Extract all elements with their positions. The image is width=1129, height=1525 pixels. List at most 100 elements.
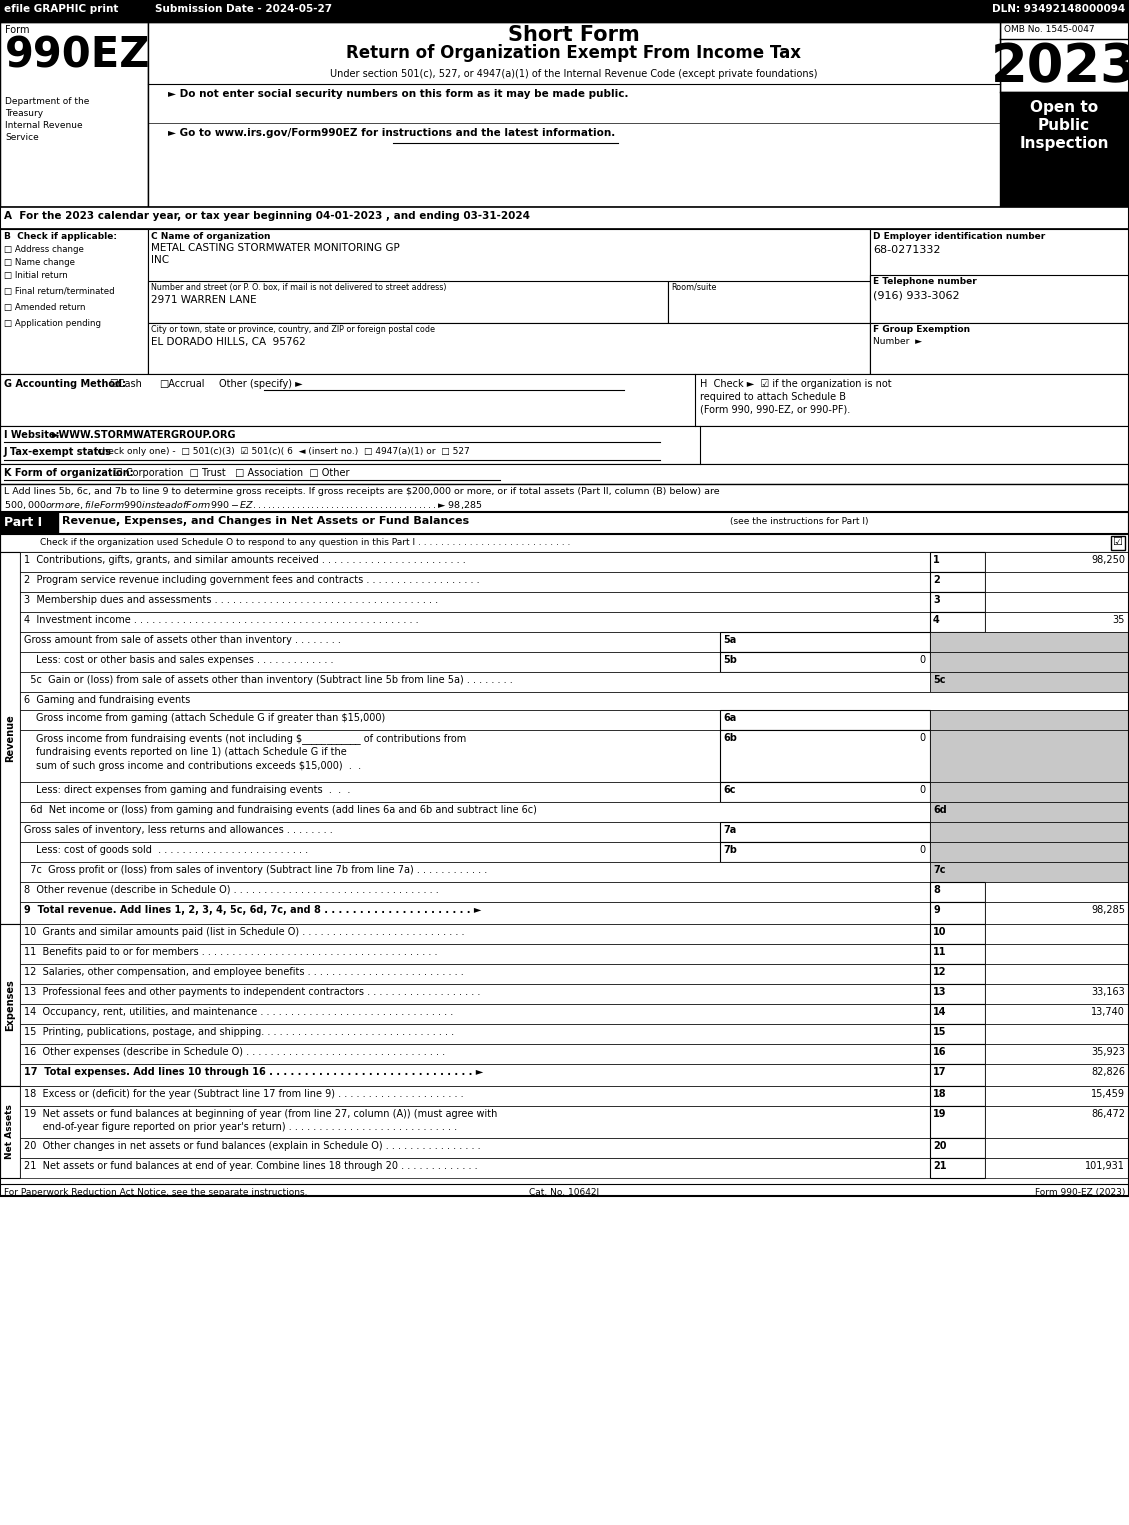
Text: 13  Professional fees and other payments to independent contractors . . . . . . : 13 Professional fees and other payments … [24,987,480,997]
Text: 6b: 6b [723,734,737,743]
Bar [930,964,984,984]
Bar [0,425,1129,464]
Text: 9: 9 [933,904,939,915]
Text: 6c: 6c [723,785,735,795]
Text: 19: 19 [933,1109,946,1119]
Bar [930,924,984,944]
Text: 16  Other expenses (describe in Schedule O) . . . . . . . . . . . . . . . . . . : 16 Other expenses (describe in Schedule … [24,1048,445,1057]
Text: 16: 16 [933,1048,946,1057]
Bar [984,572,1129,592]
Text: 35: 35 [1112,615,1124,625]
Text: Less: cost of goods sold  . . . . . . . . . . . . . . . . . . . . . . . . .: Less: cost of goods sold . . . . . . . .… [36,845,308,856]
Text: 11: 11 [933,947,946,958]
Bar [984,612,1129,631]
Bar [1111,535,1124,551]
Bar [20,592,930,612]
Bar [20,822,720,842]
Text: □ Address change: □ Address change [5,246,84,255]
Bar [930,881,984,901]
Text: 0: 0 [920,785,926,795]
Bar [720,711,930,730]
Text: Form: Form [5,24,29,35]
Bar [720,842,930,862]
Text: 5a: 5a [723,634,736,645]
Text: 33,163: 33,163 [1092,987,1124,997]
Bar [930,1023,984,1045]
Text: 86,472: 86,472 [1091,1109,1124,1119]
Bar [0,464,1129,483]
Text: METAL CASTING STORMWATER MONITORING GP: METAL CASTING STORMWATER MONITORING GP [151,242,400,253]
Text: J Tax-exempt status: J Tax-exempt status [5,447,112,458]
Text: 7b: 7b [723,845,737,856]
Bar [930,711,1129,730]
Text: Cat. No. 10642I: Cat. No. 10642I [530,1188,599,1197]
Bar [930,1106,984,1138]
Bar [930,653,1129,673]
Bar [870,229,1129,374]
Text: 21  Net assets or fund balances at end of year. Combine lines 18 through 20 . . : 21 Net assets or fund balances at end of… [24,1161,478,1171]
Text: Less: direct expenses from gaming and fundraising events  .  .  .: Less: direct expenses from gaming and fu… [36,785,350,795]
Text: D Employer identification number: D Employer identification number [873,232,1045,241]
Bar [930,1045,984,1064]
Bar [720,631,930,653]
Text: □ Initial return: □ Initial return [5,271,68,281]
Text: 13,740: 13,740 [1091,1006,1124,1017]
Text: Net Assets: Net Assets [6,1104,15,1159]
Bar [930,572,984,592]
Text: For Paperwork Reduction Act Notice, see the separate instructions.: For Paperwork Reduction Act Notice, see … [5,1188,307,1197]
Bar [0,483,1129,512]
Bar [984,964,1129,984]
Bar [930,612,984,631]
Text: 2971 WARREN LANE: 2971 WARREN LANE [151,294,256,305]
Text: Inspection: Inspection [1019,136,1109,151]
Text: K Form of organization:: K Form of organization: [5,468,133,477]
Text: 98,250: 98,250 [1091,555,1124,564]
Bar [870,274,1129,323]
Text: 98,285: 98,285 [1091,904,1124,915]
Text: Internal Revenue: Internal Revenue [5,120,82,130]
Bar [20,711,720,730]
Bar [930,1157,984,1177]
Text: Department of the: Department of the [5,98,89,107]
Bar [20,692,1129,711]
Text: 35,923: 35,923 [1091,1048,1124,1057]
Text: 14  Occupancy, rent, utilities, and maintenance . . . . . . . . . . . . . . . . : 14 Occupancy, rent, utilities, and maint… [24,1006,453,1017]
Text: Gross sales of inventory, less returns and allowances . . . . . . . .: Gross sales of inventory, less returns a… [24,825,333,836]
Text: sum of such gross income and contributions exceeds $15,000)  .  .: sum of such gross income and contributio… [36,761,361,772]
Text: 18  Excess or (deficit) for the year (Subtract line 17 from line 9) . . . . . . : 18 Excess or (deficit) for the year (Sub… [24,1089,464,1100]
Bar [930,1086,984,1106]
Text: ► Do not enter social security numbers on this form as it may be made public.: ► Do not enter social security numbers o… [168,88,629,99]
Bar [930,1138,984,1157]
Text: 7a: 7a [723,825,736,836]
Bar [148,323,870,374]
Bar [930,862,1129,881]
Text: Number and street (or P. O. box, if mail is not delivered to street address): Number and street (or P. O. box, if mail… [151,284,446,291]
Bar [720,730,930,782]
Bar [984,1086,1129,1106]
Text: □ Final return/terminated: □ Final return/terminated [5,287,115,296]
Text: 82,826: 82,826 [1091,1068,1124,1077]
Text: H  Check ►  ☑ if the organization is not: H Check ► ☑ if the organization is not [700,380,892,389]
Text: Submission Date - 2024-05-27: Submission Date - 2024-05-27 [155,5,332,14]
Bar [720,822,930,842]
Text: 9  Total revenue. Add lines 1, 2, 3, 4, 5c, 6d, 7c, and 8 . . . . . . . . . . . : 9 Total revenue. Add lines 1, 2, 3, 4, 5… [24,904,481,915]
Bar [984,552,1129,572]
Bar [984,1106,1129,1138]
Bar [930,984,984,1003]
Text: Public: Public [1038,117,1091,133]
Text: 5b: 5b [723,656,737,665]
Bar [930,822,1129,842]
Bar [148,21,1000,207]
Bar [20,944,930,964]
Text: 14: 14 [933,1006,946,1017]
Text: Service: Service [5,133,38,142]
Text: 8  Other revenue (describe in Schedule O) . . . . . . . . . . . . . . . . . . . : 8 Other revenue (describe in Schedule O)… [24,884,439,895]
Bar [0,229,148,374]
Text: OMB No. 1545-0047: OMB No. 1545-0047 [1004,24,1095,34]
Text: 20  Other changes in net assets or fund balances (explain in Schedule O) . . . .: 20 Other changes in net assets or fund b… [24,1141,481,1151]
Text: 4: 4 [933,615,939,625]
Bar [930,1064,984,1086]
Text: □Accrual: □Accrual [159,380,204,389]
Bar [20,901,930,924]
Text: end-of-year figure reported on prior year's return) . . . . . . . . . . . . . . : end-of-year figure reported on prior yea… [24,1122,457,1132]
